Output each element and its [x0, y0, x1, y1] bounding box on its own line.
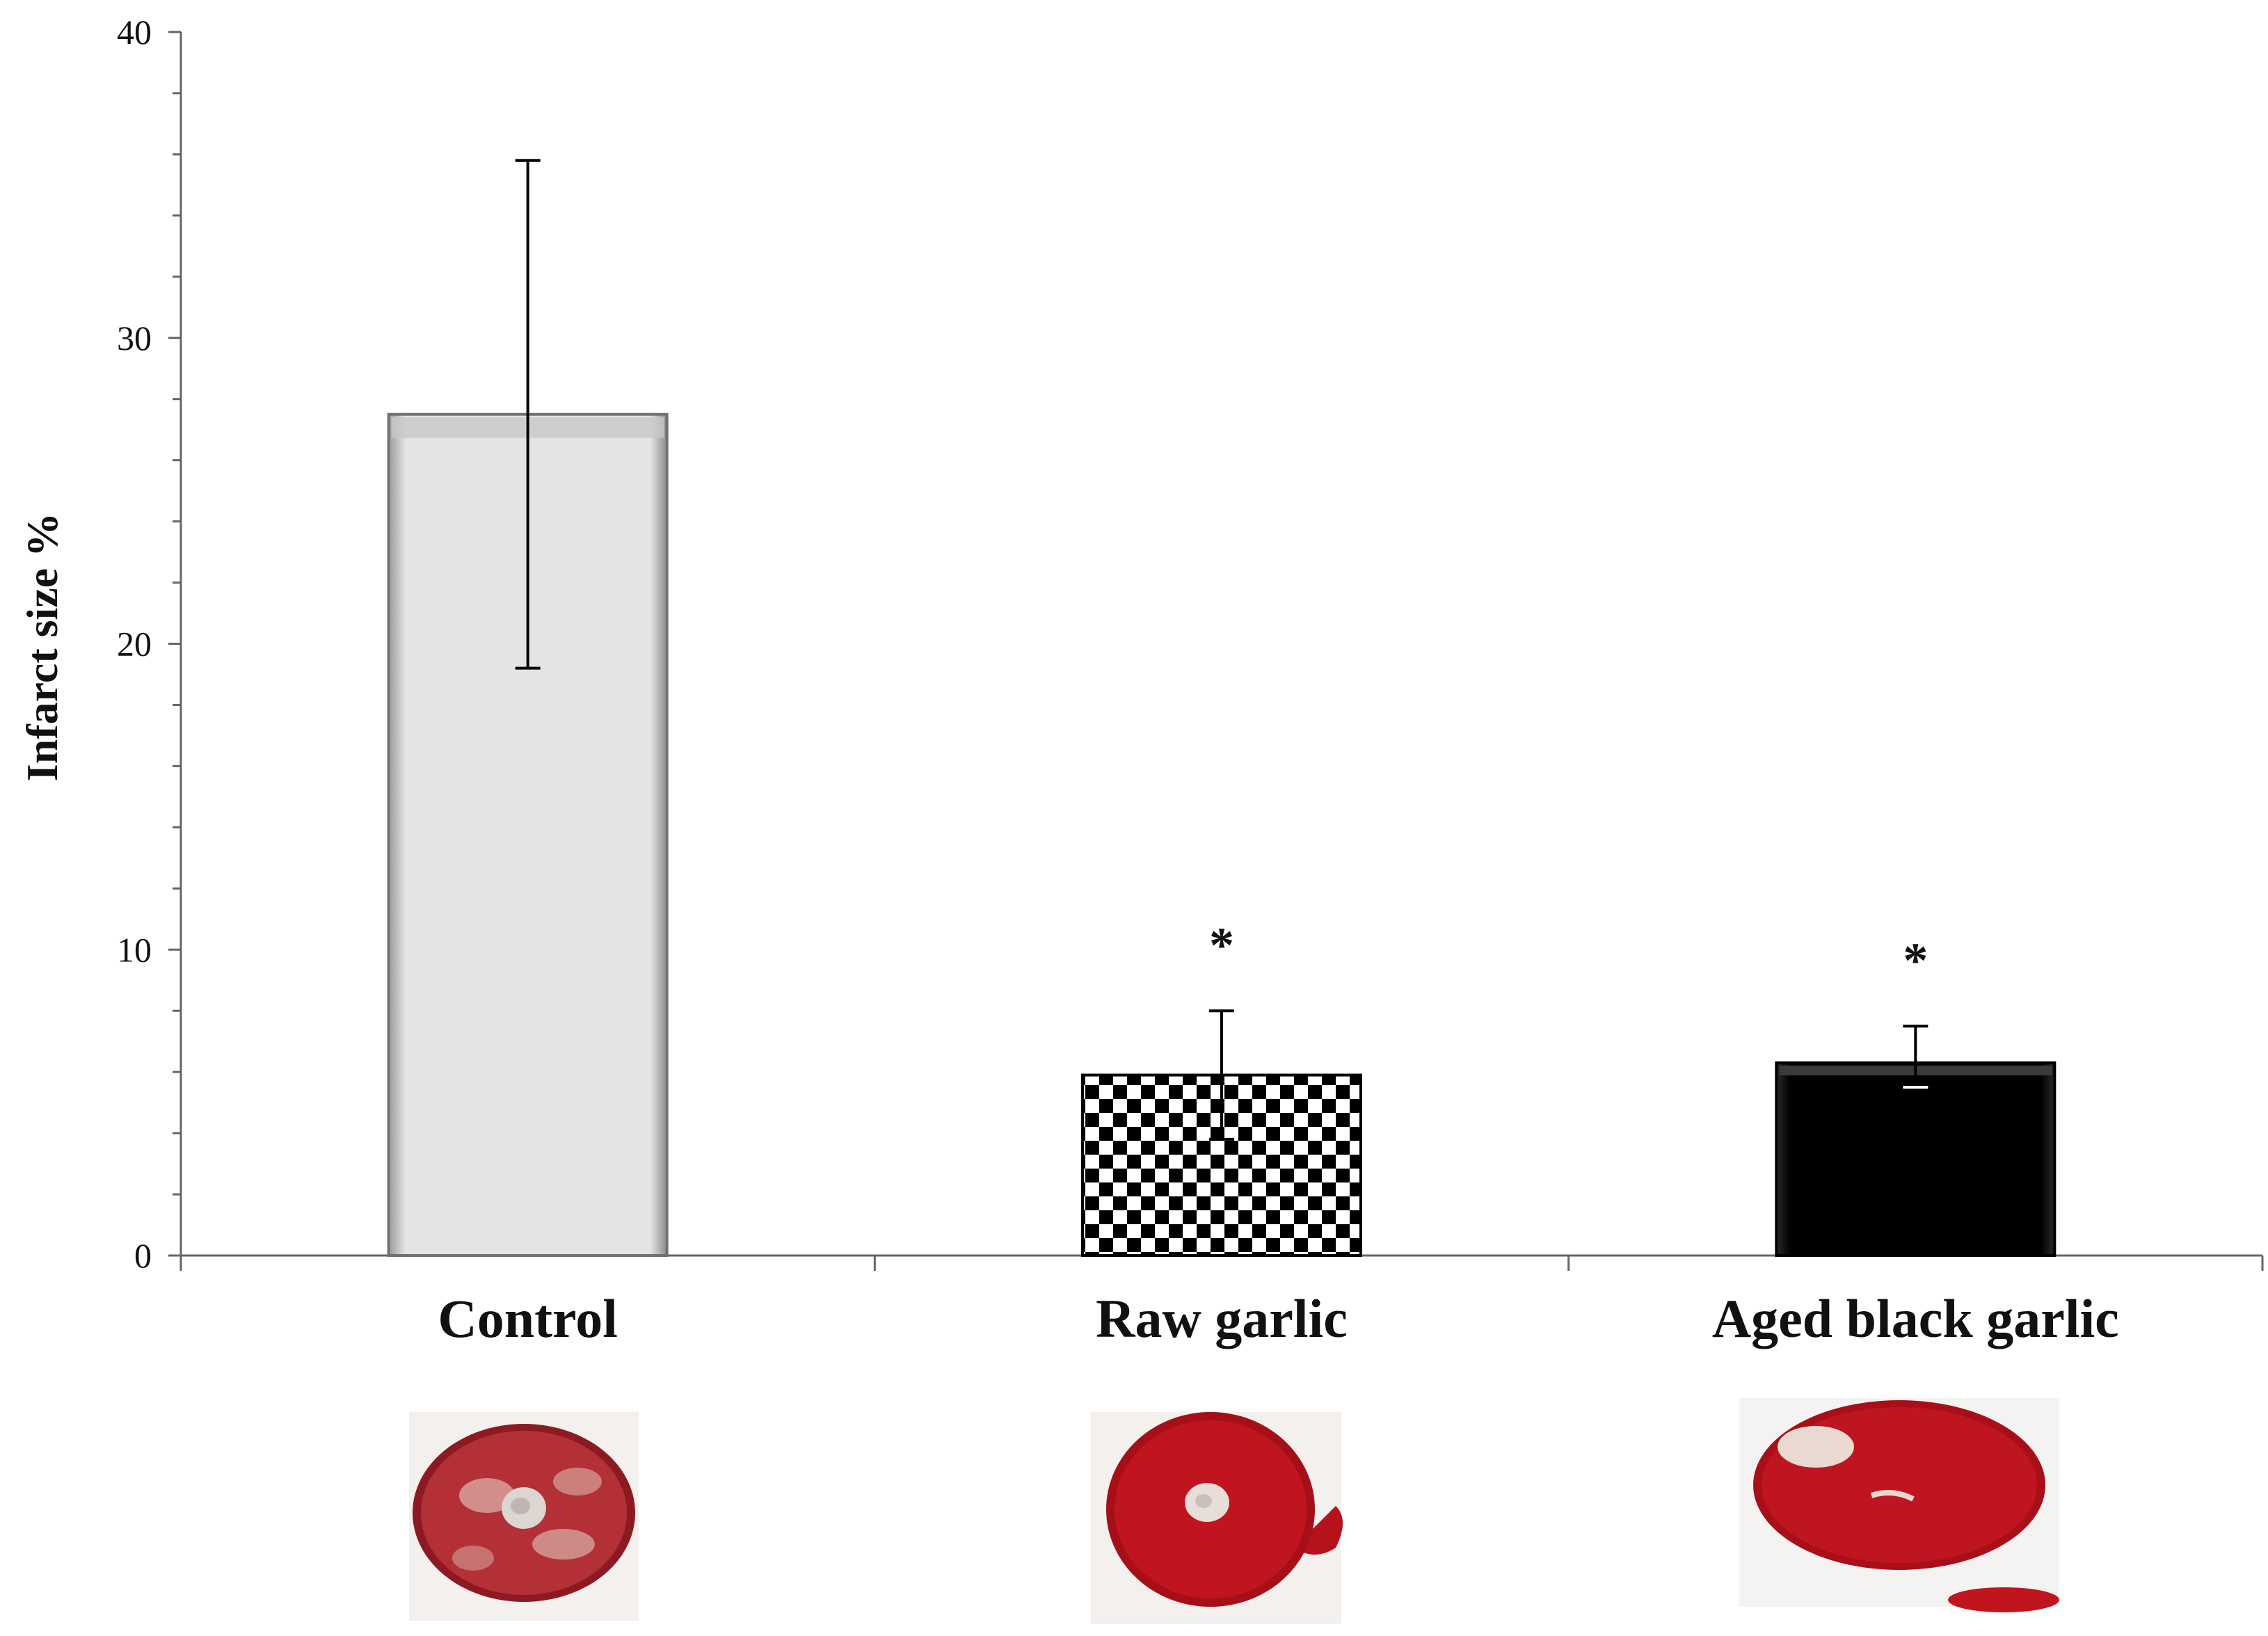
error-bar-1 — [1209, 1009, 1234, 1141]
y-tick-label: 0 — [134, 1236, 152, 1275]
significance-markers: * * — [1209, 917, 1928, 988]
y-tick-label: 30 — [117, 319, 152, 358]
heart-image-control — [409, 1412, 639, 1621]
error-bar-2 — [1903, 1025, 1928, 1089]
y-axis-label: Infarct size % — [17, 513, 67, 781]
bar-2 — [1775, 1061, 2057, 1258]
category-labels: Control Raw garlic Aged black garlic — [438, 1288, 2118, 1349]
significance-asterisk: * — [1209, 917, 1234, 973]
x-category-separators — [179, 1256, 2264, 1271]
error-bars — [515, 159, 1928, 1141]
bar-rect — [1775, 1061, 2057, 1258]
heart-image-aged-black-garlic — [1739, 1398, 2059, 1612]
y-tick-label: 40 — [117, 13, 152, 51]
y-ticks: 0 10 20 30 40 — [117, 13, 181, 1275]
category-label: Aged black garlic — [1712, 1288, 2119, 1349]
error-bar-0 — [515, 159, 541, 670]
y-tick-label: 10 — [117, 930, 152, 969]
y-tick-label: 20 — [117, 625, 152, 664]
significance-asterisk: * — [1903, 933, 1928, 988]
category-label: Control — [438, 1288, 618, 1349]
heart-image-raw-garlic — [1091, 1412, 1343, 1624]
category-label: Raw garlic — [1096, 1288, 1348, 1349]
